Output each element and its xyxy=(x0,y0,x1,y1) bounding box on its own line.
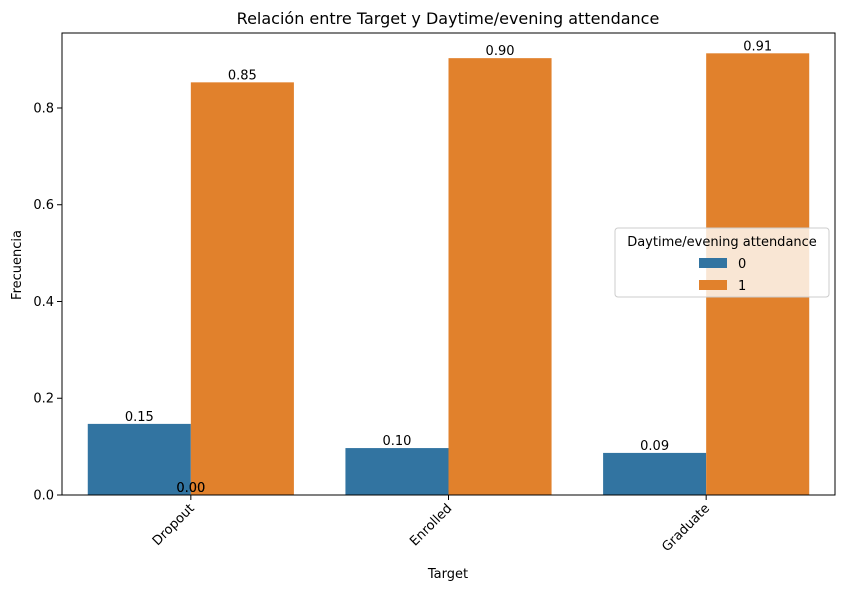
data-label: 0.09 xyxy=(640,439,669,454)
legend-entry-1: 1 xyxy=(738,279,746,294)
x-tick-label-enrolled: Enrolled xyxy=(407,501,455,549)
y-axis-title: Frecuencia xyxy=(10,230,25,300)
data-label: 0.91 xyxy=(743,39,772,54)
y-tick-label: 0.2 xyxy=(33,392,54,407)
data-label: 0.15 xyxy=(125,410,154,425)
legend-swatch-0 xyxy=(699,258,727,268)
x-axis-title: Target xyxy=(427,567,468,582)
y-tick-label: 0.8 xyxy=(33,101,54,116)
bar-graduate-series-0 xyxy=(603,452,707,495)
data-label-zero: 0.00 xyxy=(176,481,205,496)
data-label-zero: 0.00 xyxy=(176,481,205,496)
y-tick-label: 0.4 xyxy=(33,295,54,310)
data-label: 0.85 xyxy=(228,68,257,83)
legend-title: Daytime/evening attendance xyxy=(627,235,817,250)
legend-swatch-1 xyxy=(699,280,727,290)
y-tick-label: 0.0 xyxy=(33,489,54,504)
bar-enrolled-series-0 xyxy=(345,448,449,495)
legend-entry-0: 0 xyxy=(738,257,746,272)
data-label: 0.90 xyxy=(486,44,515,59)
data-label: 0.10 xyxy=(382,434,411,449)
x-tick-label-dropout: Dropout xyxy=(150,501,198,549)
bar-enrolled-series-1 xyxy=(448,58,552,496)
bar-dropout-series-0 xyxy=(87,423,191,495)
bar-dropout-series-1 xyxy=(190,82,294,495)
chart-title: Relación entre Target y Daytime/evening … xyxy=(237,9,660,28)
legend: Daytime/evening attendance 0 1 xyxy=(614,227,830,298)
y-tick-label: 0.6 xyxy=(33,198,54,213)
x-tick-label-graduate: Graduate xyxy=(659,501,713,555)
